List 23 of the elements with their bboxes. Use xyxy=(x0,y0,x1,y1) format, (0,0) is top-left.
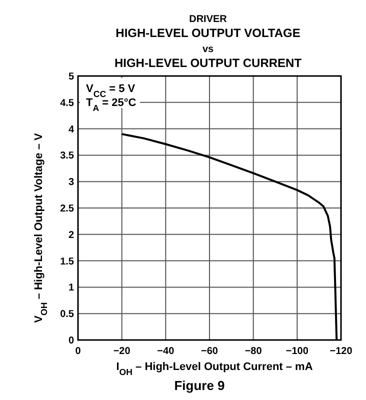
y-tick-label: 4 xyxy=(68,124,74,136)
annotation: T$_{A}$ = 25°C xyxy=(86,97,136,113)
x-tick-label: −120 xyxy=(330,346,353,357)
x-tick-label: −80 xyxy=(244,346,262,357)
y-tick-label: 1.5 xyxy=(60,256,74,268)
chart-title: DRIVER HIGH-LEVEL OUTPUT VOLTAGE vs HIGH-LEVEL OUTPUT CURRENT xyxy=(114,14,302,70)
y-tick-label: 0.5 xyxy=(60,309,74,320)
y-tick-label: 1 xyxy=(68,282,74,294)
x-axis-title: I$_{OH}$ – High-Level Output Current – mA xyxy=(116,361,313,377)
x-tick-label: −60 xyxy=(201,346,218,357)
y-tick-label: 4.5 xyxy=(60,98,74,109)
y-tick-label: 3.5 xyxy=(60,150,74,162)
y-tick-label: 5 xyxy=(68,72,74,82)
x-tick-label: −20 xyxy=(113,346,131,357)
y-tick-label: 3 xyxy=(68,177,74,188)
x-tick-label: 0 xyxy=(75,346,82,357)
x-tick-label: −40 xyxy=(157,346,175,357)
annotation: V$_{CC}$ = 5 V xyxy=(86,83,136,99)
y-tick-label: 0 xyxy=(68,336,74,346)
y-tick-label: 2 xyxy=(68,230,74,241)
caption: Figure 9 xyxy=(174,378,225,393)
x-tick-label: −100 xyxy=(286,346,309,357)
y-tick-label: 2.5 xyxy=(60,204,74,214)
